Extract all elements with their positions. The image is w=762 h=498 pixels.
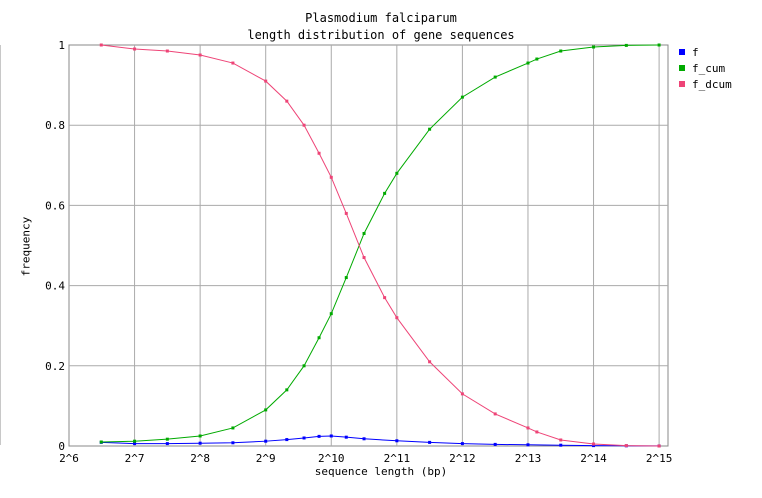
x-tick-label: 2^11 xyxy=(384,452,411,465)
data-point-f xyxy=(460,442,464,446)
data-point-f_dcum xyxy=(285,99,289,103)
data-point-f_cum xyxy=(133,439,137,443)
data-point-f_cum xyxy=(362,231,366,235)
series-line-f_dcum xyxy=(101,44,660,447)
x-tick-label: 2^15 xyxy=(646,452,673,465)
chart-subtitle: length distribution of gene sequences xyxy=(247,28,515,42)
data-point-f_cum xyxy=(395,171,399,175)
data-point-f_dcum xyxy=(657,444,661,448)
data-point-f xyxy=(302,436,306,440)
x-tick-label: 2^8 xyxy=(190,452,210,465)
data-point-f_dcum xyxy=(165,49,169,53)
data-point-f_dcum xyxy=(624,444,628,448)
data-point-f_dcum xyxy=(559,438,563,442)
data-point-f_cum xyxy=(302,364,306,368)
data-point-f xyxy=(165,442,169,446)
y-tick-label: 0.2 xyxy=(45,360,65,373)
data-point-f xyxy=(133,442,137,446)
x-tick-label: 2^9 xyxy=(256,452,276,465)
data-point-f_cum xyxy=(285,388,289,392)
data-point-f_dcum xyxy=(428,360,432,364)
data-point-f_dcum xyxy=(592,442,596,446)
data-point-f xyxy=(231,441,235,445)
data-point-f_dcum xyxy=(395,316,399,320)
legend-marker-f xyxy=(679,49,685,55)
data-point-f_dcum xyxy=(362,256,366,260)
data-point-f_dcum xyxy=(526,426,530,430)
y-tick-label: 0.8 xyxy=(45,119,65,132)
data-point-f xyxy=(317,434,321,438)
y-axis-label: frequency xyxy=(19,216,33,277)
data-point-f_cum xyxy=(460,95,464,99)
data-point-f xyxy=(198,441,202,445)
y-tick-label: 0 xyxy=(58,440,65,453)
data-point-f_dcum xyxy=(302,123,306,127)
data-point-f_cum xyxy=(329,312,333,316)
data-point-f xyxy=(493,442,497,446)
x-tick-label: 2^6 xyxy=(59,452,79,465)
data-point-f_dcum xyxy=(344,211,348,215)
y-tick-label: 0.6 xyxy=(45,199,65,212)
data-point-f xyxy=(344,435,348,439)
left-edge-rule xyxy=(0,45,1,445)
x-tick-label: 2^14 xyxy=(580,452,607,465)
chart-title: Plasmodium falciparum xyxy=(305,11,457,25)
data-point-f xyxy=(329,434,333,438)
legend-item-f-cum: f_cum xyxy=(679,60,732,76)
data-point-f xyxy=(264,439,268,443)
x-tick-label: 2^7 xyxy=(125,452,145,465)
data-point-f_cum xyxy=(657,43,661,47)
legend-marker-f-cum xyxy=(679,65,685,71)
data-point-f_cum xyxy=(592,45,596,49)
x-tick-label: 2^12 xyxy=(449,452,476,465)
series-line-f_cum xyxy=(101,44,660,443)
data-point-f_cum xyxy=(99,440,103,444)
data-point-f_cum xyxy=(317,336,321,340)
data-point-f_cum xyxy=(493,75,497,79)
legend-marker-f-dcum xyxy=(679,81,685,87)
legend-item-f-dcum: f_dcum xyxy=(679,76,732,92)
x-tick-label: 2^13 xyxy=(515,452,542,465)
legend-label-f: f xyxy=(692,45,699,59)
data-point-f_dcum xyxy=(493,412,497,416)
data-point-f xyxy=(592,444,596,448)
data-point-f xyxy=(285,438,289,442)
data-point-f_cum xyxy=(344,276,348,280)
data-point-f_cum xyxy=(165,437,169,441)
data-point-f_cum xyxy=(198,434,202,438)
data-point-f_cum xyxy=(526,61,530,65)
data-point-f_dcum xyxy=(231,61,235,65)
data-point-f_dcum xyxy=(264,79,268,83)
x-tick-label: 2^10 xyxy=(318,452,345,465)
data-point-f xyxy=(428,440,432,444)
data-point-f_cum xyxy=(535,57,539,61)
data-point-f xyxy=(559,443,563,447)
data-point-f_dcum xyxy=(535,430,539,434)
data-point-f_cum xyxy=(428,127,432,131)
legend: f f_cum f_dcum xyxy=(679,44,732,92)
legend-item-f: f xyxy=(679,44,732,60)
data-point-f_dcum xyxy=(317,151,321,155)
data-point-f_dcum xyxy=(460,392,464,396)
legend-label-f-dcum: f_dcum xyxy=(692,77,732,91)
y-tick-label: 0.4 xyxy=(45,280,65,293)
x-axis-label: sequence length (bp) xyxy=(314,465,448,478)
data-point-f xyxy=(395,439,399,443)
plot-frame xyxy=(68,44,669,447)
data-point-f xyxy=(362,437,366,441)
data-point-f_cum xyxy=(264,408,268,412)
data-point-f_dcum xyxy=(198,53,202,57)
data-point-f_dcum xyxy=(329,175,333,179)
legend-label-f-cum: f_cum xyxy=(692,61,726,75)
data-point-f xyxy=(526,443,530,447)
data-point-f_cum xyxy=(231,426,235,430)
data-point-f_cum xyxy=(624,43,628,47)
data-point-f_dcum xyxy=(383,296,387,300)
data-point-f_dcum xyxy=(99,43,103,47)
data-point-f_cum xyxy=(559,49,563,53)
y-tick-label: 1 xyxy=(58,39,65,52)
data-point-f_dcum xyxy=(133,47,137,51)
data-point-f_cum xyxy=(383,191,387,195)
